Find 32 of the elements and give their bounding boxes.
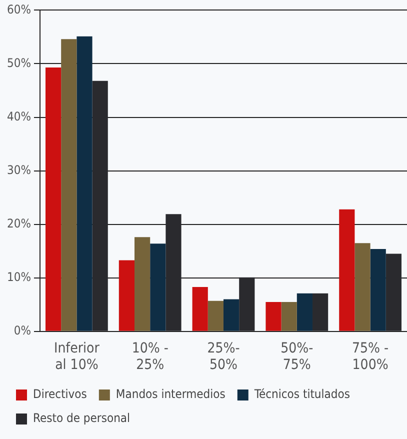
legend-label: Resto de personal xyxy=(33,411,130,426)
bar xyxy=(296,293,312,331)
bar xyxy=(370,248,386,331)
bar xyxy=(266,302,282,331)
bar xyxy=(354,243,370,331)
y-tick-label: 20% xyxy=(6,216,31,230)
bar xyxy=(134,237,150,331)
bar xyxy=(208,300,224,331)
legend-label: Mandos intermedios xyxy=(116,387,226,402)
x-tick-label: 25%- 50% xyxy=(207,340,240,374)
bar xyxy=(118,260,134,331)
y-tick-label: 10% xyxy=(6,270,31,284)
x-tick-label: 75% - 100% xyxy=(352,340,389,374)
y-tick-label: 40% xyxy=(6,109,31,124)
legend-label: Directivos xyxy=(33,387,88,402)
x-tick-label: Inferior al 10% xyxy=(54,340,100,374)
legend-label: Técnicos titulados xyxy=(253,387,350,402)
y-tick-label: 60% xyxy=(6,2,31,16)
y-tick-label: 50% xyxy=(6,56,31,70)
bar xyxy=(61,39,77,331)
bar xyxy=(281,302,297,331)
bar xyxy=(76,36,92,331)
bar xyxy=(312,293,328,331)
x-tick-label: 50%- 75% xyxy=(280,340,314,374)
y-tick-label: 0% xyxy=(14,324,31,338)
bar xyxy=(192,286,208,331)
bar xyxy=(46,67,62,331)
x-tick-label: 10% - 25% xyxy=(132,340,168,374)
y-tick-label: 30% xyxy=(6,162,31,177)
bar xyxy=(223,299,240,331)
bar xyxy=(339,209,355,331)
bar xyxy=(150,244,166,331)
